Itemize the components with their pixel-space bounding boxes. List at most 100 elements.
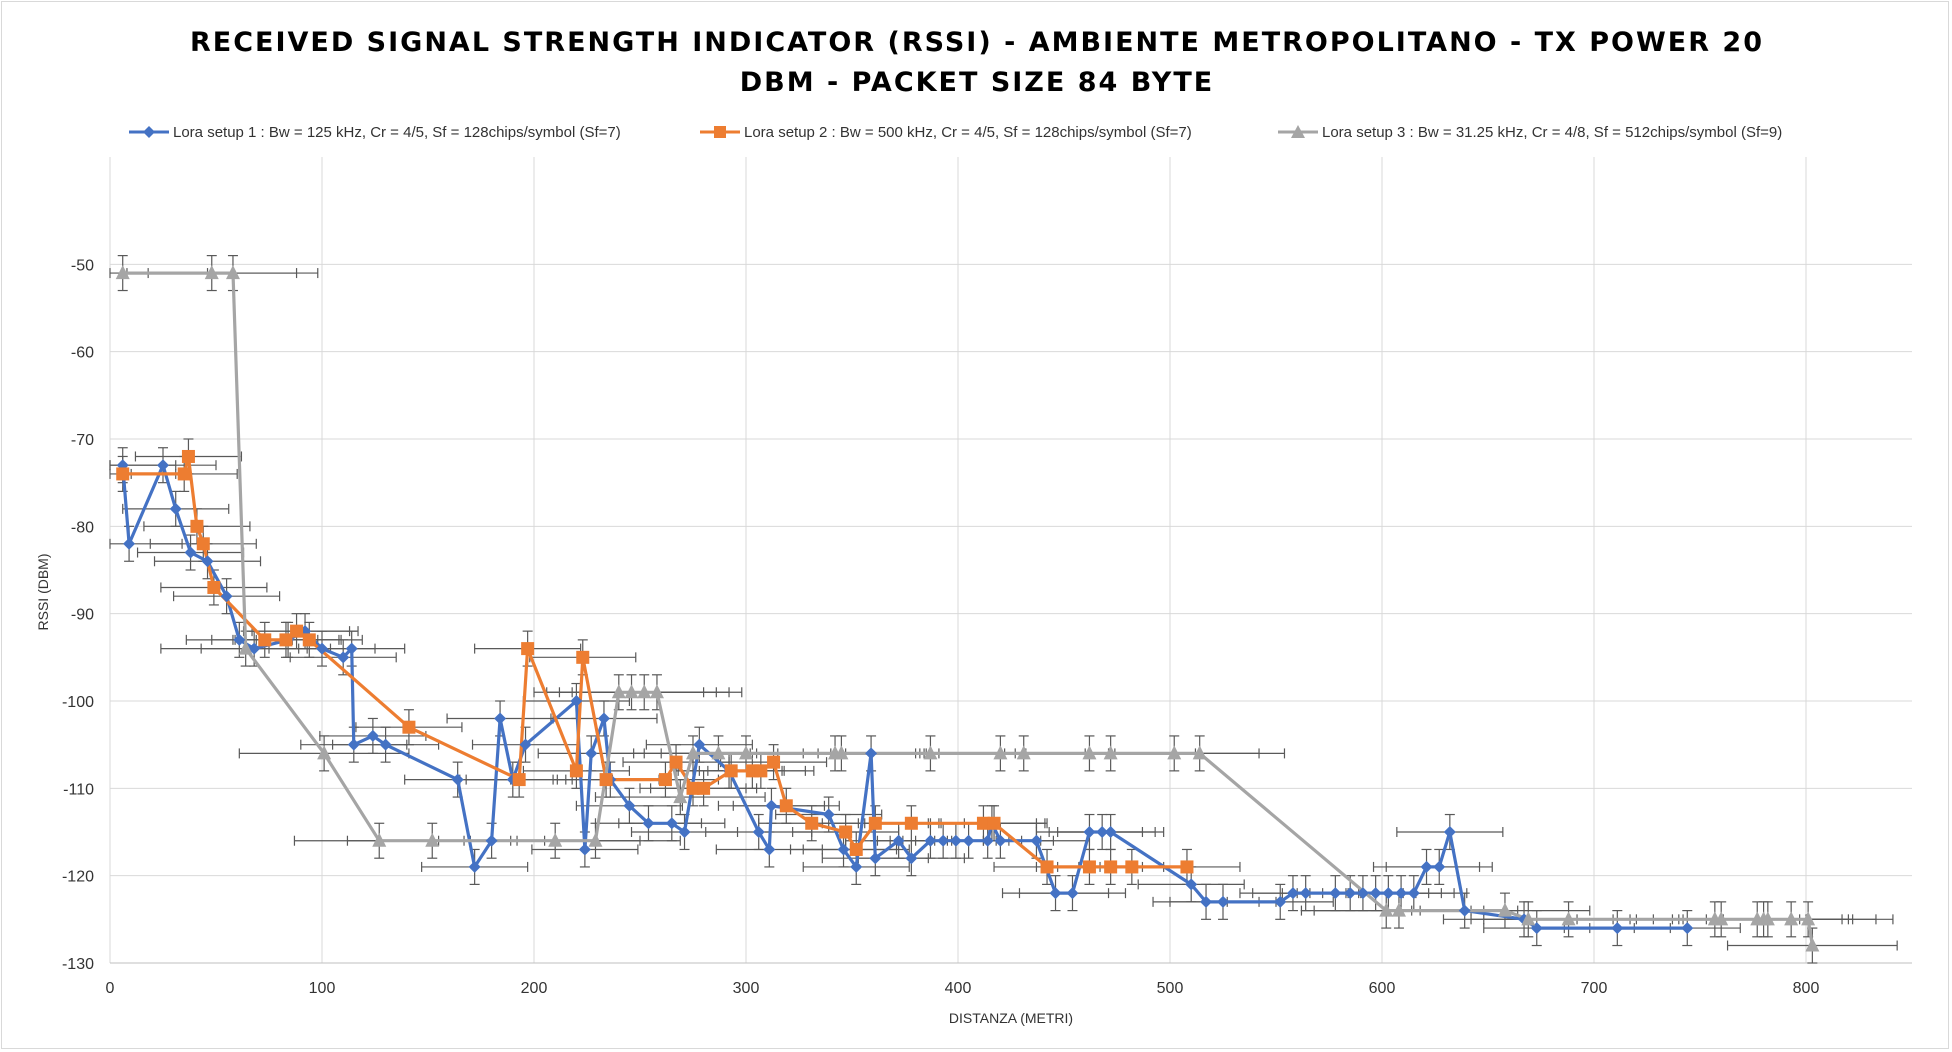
data-point-setup1 [316, 642, 328, 655]
data-point-setup2 [976, 816, 990, 830]
data-point-setup3 [624, 684, 639, 699]
data-point-setup1 [494, 712, 507, 725]
data-point-setup2 [258, 633, 272, 647]
data-point-setup2 [658, 773, 672, 787]
data-point-setup1 [1681, 922, 1694, 935]
data-point-setup1 [1407, 887, 1420, 900]
data-point-setup1 [485, 834, 498, 847]
data-point-setup2 [302, 633, 316, 647]
data-point-setup2 [599, 773, 613, 787]
data-point-setup2 [1180, 860, 1194, 874]
data-point-setup2 [576, 650, 590, 664]
data-point-setup3 [1103, 745, 1118, 760]
data-point-setup2 [512, 773, 526, 787]
y-axis: -50 -60 -70 -80 -90 -100 -110 -120 -130 [62, 257, 94, 973]
data-point-setup1 [585, 747, 598, 760]
data-point-setup1 [468, 860, 481, 873]
data-point-setup1 [837, 843, 850, 856]
data-point-setup2 [116, 467, 130, 481]
data-point-setup1 [337, 651, 350, 664]
legend-marker-setup3 [1291, 125, 1305, 138]
data-point-setup1 [765, 799, 778, 812]
legend: Lora setup 1 : Bw = 125 kHz, Cr = 4/5, S… [129, 124, 1782, 141]
data-point-setup1 [123, 537, 136, 550]
data-point-setup1 [642, 817, 655, 830]
data-point-setup1 [201, 555, 214, 568]
data-point-setup1 [1611, 922, 1624, 935]
data-point-setup3 [637, 684, 652, 699]
x-tick-label: 0 [106, 980, 115, 997]
data-point-setup1 [623, 799, 636, 812]
x-tick-label: 100 [309, 980, 336, 997]
data-point-setup2 [1104, 860, 1118, 874]
legend-label-setup2: Lora setup 2 : Bw = 500 kHz, Cr = 4/5, S… [744, 124, 1192, 141]
data-point-setup3 [238, 640, 253, 655]
data-point-setup1 [379, 738, 392, 751]
legend-label-setup3: Lora setup 3 : Bw = 31.25 kHz, Cr = 4/8,… [1322, 124, 1782, 141]
data-point-setup1 [1185, 878, 1198, 891]
data-point-setup2 [181, 449, 195, 463]
data-point-setup1 [1395, 887, 1408, 900]
data-point-setup3 [673, 789, 688, 804]
data-point-setup1 [693, 738, 706, 751]
data-point-setup2 [987, 816, 1001, 830]
data-point-setup2 [190, 519, 204, 533]
series-markers [115, 265, 1820, 952]
legend-item-setup3: Lora setup 3 : Bw = 31.25 kHz, Cr = 4/8,… [1278, 124, 1782, 141]
data-point-setup3 [1801, 911, 1816, 926]
y-tick-label: -60 [71, 345, 94, 362]
legend-marker-setup2 [714, 126, 726, 138]
data-point-setup1 [366, 729, 379, 742]
data-point-setup1 [892, 834, 905, 847]
data-point-setup2 [805, 816, 819, 830]
data-point-setup1 [1066, 887, 1079, 900]
data-point-setup3 [993, 745, 1008, 760]
data-point-setup1 [1049, 887, 1062, 900]
data-point-setup2 [196, 537, 210, 551]
data-point-setup1 [850, 860, 863, 873]
data-point-setup3 [1561, 911, 1576, 926]
data-point-setup1 [347, 738, 360, 751]
data-point-setup1 [1104, 826, 1117, 838]
data-point-setup2 [724, 764, 738, 778]
x-axis: 0 100 200 300 400 500 600 700 800 [106, 980, 1820, 997]
data-point-setup2 [904, 816, 918, 830]
x-tick-label: 600 [1369, 980, 1396, 997]
data-point-setup1 [451, 773, 464, 786]
data-point-setup1 [220, 590, 233, 603]
data-point-setup3 [1714, 911, 1729, 926]
data-point-setup3 [1082, 745, 1097, 760]
data-point-setup1 [763, 843, 776, 856]
data-point-setup1 [1443, 826, 1456, 838]
data-point-setup3 [1760, 911, 1775, 926]
y-tick-label: -80 [71, 519, 94, 536]
data-point-setup3 [686, 745, 700, 760]
data-point-setup3 [1379, 902, 1394, 917]
legend-item-setup2: Lora setup 2 : Bw = 500 kHz, Cr = 4/5, S… [700, 124, 1192, 141]
data-point-setup3 [1167, 745, 1182, 760]
data-point-setup1 [519, 738, 532, 751]
data-point-setup1 [962, 834, 975, 847]
data-point-setup1 [1382, 887, 1395, 900]
data-point-setup1 [184, 546, 197, 559]
x-tick-label: 300 [733, 980, 760, 997]
y-tick-label: -120 [62, 869, 94, 886]
data-point-setup3 [372, 832, 387, 847]
x-tick-label: 400 [945, 980, 972, 997]
data-point-setup1 [1274, 895, 1287, 908]
data-point-setup3 [923, 745, 938, 760]
data-point-setup2 [767, 755, 781, 769]
data-point-setup1 [233, 633, 246, 646]
data-point-setup1 [169, 502, 182, 515]
data-point-setup3 [425, 832, 440, 847]
data-point-setup1 [752, 826, 765, 838]
data-point-setup1 [678, 826, 691, 838]
data-point-setup3 [739, 745, 753, 760]
x-tick-label: 800 [1793, 980, 1820, 997]
y-tick-label: -130 [62, 956, 94, 973]
data-point-setup1 [1096, 826, 1109, 838]
data-point-setup1 [822, 808, 835, 821]
data-point-setup3 [204, 265, 219, 280]
